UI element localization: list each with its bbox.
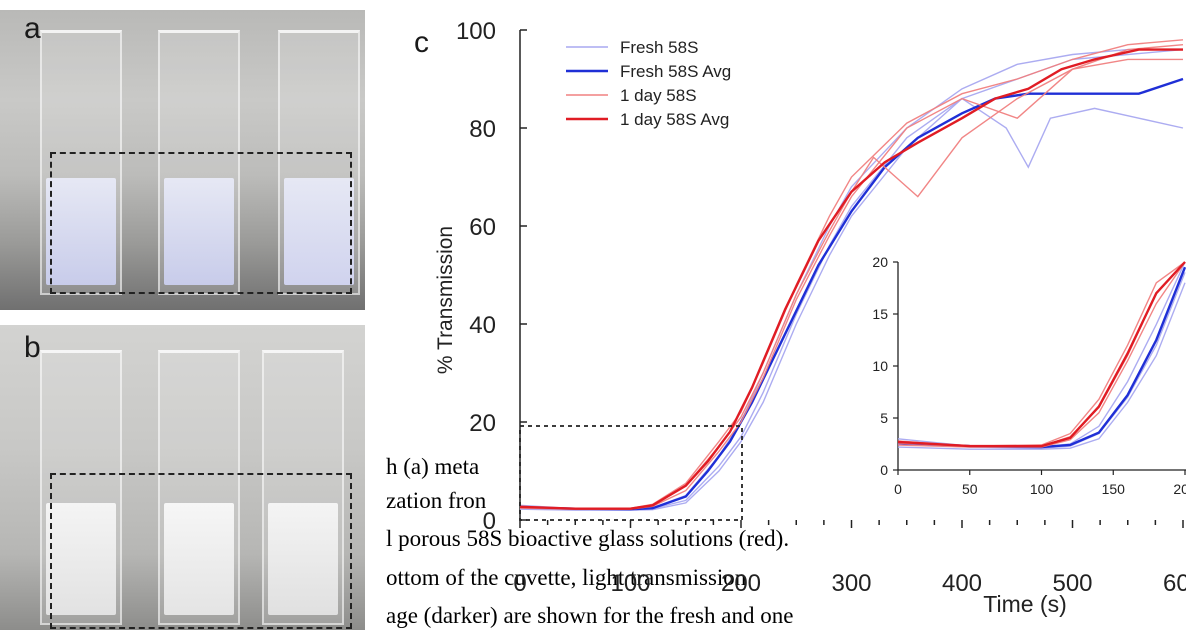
- y-tick-label: 20: [469, 410, 496, 437]
- photo-panel-b: b: [0, 325, 365, 630]
- cuvette-solution: [46, 503, 116, 615]
- x-tick-label: 100: [610, 570, 650, 597]
- cuvette: [158, 30, 240, 295]
- x-axis-title: Time (s): [983, 591, 1066, 617]
- x-tick-label: 0: [513, 570, 526, 597]
- cuvette: [40, 30, 122, 295]
- cuvette-solution: [164, 178, 234, 285]
- y-tick-label: 60: [469, 214, 496, 241]
- y-tick-label: 40: [469, 312, 496, 339]
- x-tick-label: 300: [831, 570, 871, 597]
- inset-series-line: [897, 282, 1186, 450]
- inset-axes: 05101520050100150200: [872, 254, 1186, 497]
- cuvette-solution: [46, 178, 116, 285]
- inset-y-tick-label: 5: [880, 410, 888, 426]
- main-axes: 0204060801000100200300400500600Time (s): [456, 18, 1186, 617]
- cuvette-solution: [268, 503, 338, 615]
- panel-label-c: c: [414, 26, 429, 59]
- x-tick-label: 500: [1052, 570, 1092, 597]
- legend: Fresh 58S Fresh 58S Avg 1 day 58S 1 day 58S…: [566, 38, 731, 129]
- y-tick-label: 0: [483, 508, 496, 535]
- highlight-box: [50, 152, 352, 294]
- caption-fragment: ottom of the cuvette, light transmission: [386, 565, 747, 590]
- inset-x-tick-label: 100: [1030, 481, 1054, 497]
- panel-label-a: a: [24, 12, 41, 45]
- cuvette: [158, 350, 240, 625]
- y-tick-label: 80: [469, 116, 496, 143]
- panel-label-b: b: [24, 331, 41, 364]
- caption-fragment: zation fron: [386, 488, 487, 513]
- series-line: [519, 77, 1184, 511]
- x-tick-label: 400: [942, 570, 982, 597]
- inset-x-tick-label: 50: [962, 481, 978, 497]
- legend-label: Fresh 58S: [620, 38, 698, 57]
- series-line: [519, 48, 1183, 510]
- inset-y-tick-label: 10: [872, 358, 888, 374]
- cuvette: [278, 30, 360, 295]
- inset-x-tick-label: 200: [1173, 481, 1186, 497]
- caption-fragment: h (a) meta: [386, 454, 480, 479]
- inset-series: [897, 261, 1186, 450]
- legend-label: Fresh 58S Avg: [620, 62, 731, 81]
- inset-x-tick-label: 150: [1102, 481, 1126, 497]
- inset-y-tick-label: 0: [880, 462, 888, 478]
- main-series: [519, 39, 1184, 511]
- photo-panel-a: a: [0, 10, 365, 310]
- cuvette-solution: [164, 503, 234, 615]
- caption-fragment: age (darker) are shown for the fresh and…: [386, 603, 794, 628]
- x-tick-label: 200: [721, 570, 761, 597]
- cuvette-solution: [284, 178, 354, 285]
- inset-x-tick-label: 0: [894, 481, 902, 497]
- inset-series-line: [897, 261, 1186, 448]
- legend-label: 1 day 58S: [620, 86, 697, 105]
- x-tick-label: 600: [1163, 570, 1186, 597]
- inset-background: [865, 250, 1186, 490]
- inset-y-tick-label: 20: [872, 254, 888, 270]
- cuvette: [262, 350, 344, 625]
- y-axis-title: % Transmission: [434, 226, 457, 374]
- cuvette: [40, 350, 122, 625]
- legend-label: 1 day 58S Avg: [620, 110, 729, 129]
- zoom-region-box: [519, 425, 743, 521]
- caption-fragment: l porous 58S bioactive glass solutions (…: [386, 526, 790, 551]
- inset-y-tick-label: 15: [872, 306, 888, 322]
- y-tick-label: 100: [456, 18, 496, 45]
- highlight-box: [50, 473, 352, 629]
